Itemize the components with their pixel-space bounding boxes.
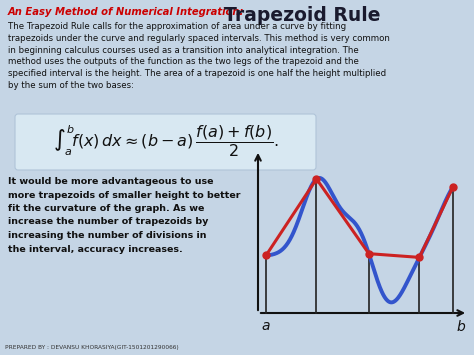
FancyBboxPatch shape <box>15 114 316 170</box>
Text: $a$: $a$ <box>261 319 271 333</box>
Text: fit the curvature of the graph. As we: fit the curvature of the graph. As we <box>8 204 204 213</box>
Text: more trapezoids of smaller height to better: more trapezoids of smaller height to bet… <box>8 191 240 200</box>
Text: trapezoids under the curve and regularly spaced intervals. This method is very c: trapezoids under the curve and regularly… <box>8 34 390 43</box>
Text: by the sum of the two bases:: by the sum of the two bases: <box>8 81 134 90</box>
Text: An Easy Method of Numerical Integration:: An Easy Method of Numerical Integration: <box>8 7 245 17</box>
Text: $\int_a^b\! f(x)\,dx \approx (b-a)\,\dfrac{f(a)+f(b)}{2}.$: $\int_a^b\! f(x)\,dx \approx (b-a)\,\dfr… <box>53 123 278 159</box>
Text: It would be more advantageous to use: It would be more advantageous to use <box>8 177 213 186</box>
Text: PREPARED BY : DEVANSU KHORASIYA(GIT-1501201290066): PREPARED BY : DEVANSU KHORASIYA(GIT-1501… <box>5 345 179 350</box>
Text: specified interval is the height. The area of a trapezoid is one half the height: specified interval is the height. The ar… <box>8 69 386 78</box>
Text: Trapezoid Rule: Trapezoid Rule <box>224 6 381 25</box>
Text: increasing the number of divisions in: increasing the number of divisions in <box>8 231 207 240</box>
Text: $b$: $b$ <box>456 319 466 334</box>
Text: method uses the outputs of the function as the two legs of the trapezoid and the: method uses the outputs of the function … <box>8 58 359 66</box>
Text: The Trapezoid Rule calls for the approximation of area under a curve by fitting: The Trapezoid Rule calls for the approxi… <box>8 22 346 31</box>
Text: in beginning calculus courses used as a transition into analytical integration. : in beginning calculus courses used as a … <box>8 45 359 55</box>
Text: the interval, accuracy increases.: the interval, accuracy increases. <box>8 245 183 253</box>
Text: increase the number of trapezoids by: increase the number of trapezoids by <box>8 218 209 226</box>
